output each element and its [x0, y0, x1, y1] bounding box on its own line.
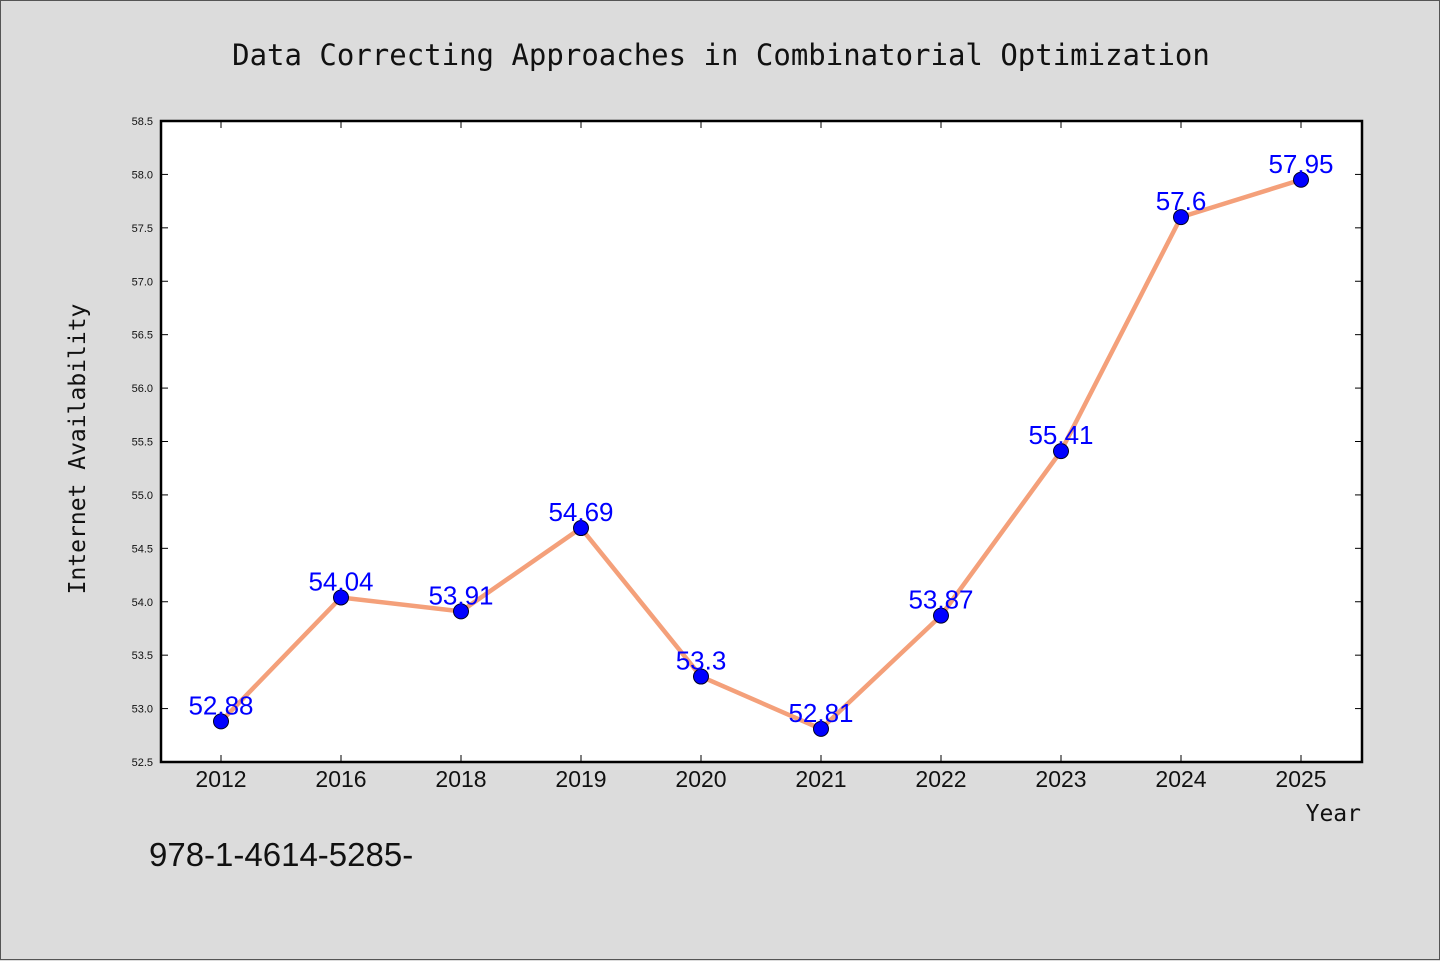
x-tick-label-1: 2016	[315, 766, 366, 792]
y-axis: 52.5 53.0 53.5 54.0 54.5 55.0 55.5 56.0 56.5 57.0…	[132, 116, 1362, 769]
series-polyline	[218, 177, 1304, 732]
series-markers	[213, 171, 1309, 737]
x-tick-label-4: 2020	[675, 766, 726, 792]
data-point-3	[573, 520, 589, 537]
data-point-4	[693, 668, 709, 685]
x-tick-label-9: 2025	[1275, 766, 1326, 792]
x-axis-title: Year	[1306, 801, 1361, 827]
data-label-3: 54.69	[548, 497, 613, 527]
data-point-7	[1053, 443, 1069, 460]
y-tick-label-5: 55.0	[132, 490, 153, 502]
plot-area	[159, 119, 1364, 764]
x-tick-label-6: 2022	[915, 766, 966, 792]
y-tick-label-11: 58.0	[132, 169, 153, 181]
y-tick-label-6: 55.5	[132, 437, 153, 449]
data-label-2: 53.91	[428, 580, 493, 610]
data-label-0: 52.88	[188, 690, 253, 720]
y-tick-label-12: 58.5	[132, 116, 153, 128]
y-tick-label-4: 54.5	[132, 543, 153, 555]
y-tick-label-2: 53.5	[132, 650, 153, 662]
data-point-8	[1173, 209, 1189, 226]
data-label-8: 57.6	[1156, 186, 1207, 216]
x-tick-label-2: 2018	[435, 766, 486, 792]
y-tick-label-8: 56.5	[132, 330, 153, 342]
data-labels: 52.88 54.04 53.91 54.69 53.3 52.81 53.87 55.41 5…	[188, 149, 1333, 728]
y-tick-label-3: 54.0	[132, 597, 153, 609]
x-tick-label-0: 2012	[195, 766, 246, 792]
data-label-1: 54.04	[308, 566, 373, 596]
data-point-1	[333, 589, 349, 606]
data-label-7: 55.41	[1028, 420, 1093, 450]
data-point-0	[213, 713, 229, 730]
data-label-5: 52.81	[788, 698, 853, 728]
chart-title: Data Correcting Approaches in Combinator…	[232, 38, 1210, 72]
x-tick-label-3: 2019	[555, 766, 606, 792]
x-axis: 2012 2016 2018 2019 2020 2021 2022 2023 2024 2025	[195, 121, 1327, 792]
y-tick-label-9: 57.0	[132, 276, 153, 288]
y-tick-label-10: 57.5	[132, 223, 153, 235]
data-point-5	[813, 720, 829, 737]
series-line	[218, 177, 1304, 732]
x-tick-label-8: 2024	[1155, 766, 1206, 792]
data-label-6: 53.87	[908, 585, 973, 615]
data-point-6	[933, 607, 949, 624]
y-tick-label-0: 52.5	[132, 757, 153, 769]
y-tick-label-1: 53.0	[132, 704, 153, 716]
footer-text: 978-1-4614-5285-	[149, 836, 413, 873]
y-tick-label-7: 56.0	[132, 383, 153, 395]
x-tick-label-5: 2021	[795, 766, 846, 792]
data-label-9: 57.95	[1268, 149, 1333, 179]
y-axis-title: Internet Availability	[65, 304, 91, 595]
data-point-9	[1293, 171, 1309, 188]
data-label-4: 53.3	[676, 646, 727, 676]
data-point-2	[453, 603, 469, 620]
x-tick-label-7: 2023	[1035, 766, 1086, 792]
